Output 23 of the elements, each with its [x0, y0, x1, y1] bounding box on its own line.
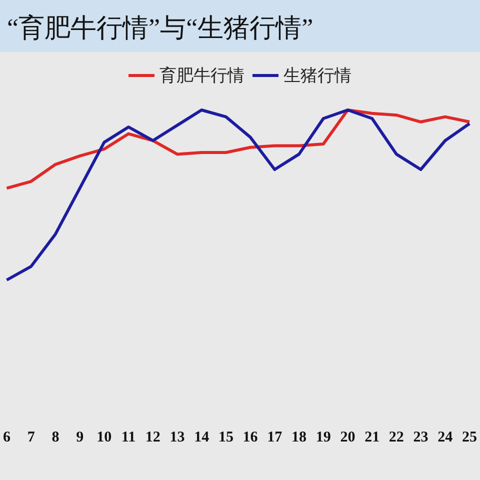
x-tick-label: 13: [170, 430, 185, 446]
x-tick-label: 19: [316, 430, 331, 446]
x-tick-label: 17: [267, 430, 283, 446]
x-tick-label: 7: [27, 430, 36, 446]
legend-label: 生猪行情: [284, 66, 352, 85]
x-tick-label: 16: [242, 430, 258, 446]
x-tick-label: 22: [388, 430, 404, 446]
chart-title: “育肥牛行情”与“生猪行情”: [7, 14, 314, 42]
x-tick-label: 18: [292, 430, 307, 446]
x-tick-label: 20: [340, 430, 356, 446]
x-tick-label: 15: [218, 430, 234, 446]
legend-label: 育肥牛行情: [160, 66, 244, 85]
x-tick-label: 12: [145, 430, 160, 446]
x-tick-label: 21: [364, 430, 380, 446]
x-tick-label: 10: [96, 430, 112, 446]
x-tick-label: 25: [462, 430, 477, 446]
x-tick-label: 6: [3, 430, 11, 446]
x-tick-label: 9: [76, 430, 84, 446]
x-tick-label: 14: [194, 430, 210, 446]
x-tick-label: 8: [52, 430, 60, 446]
x-tick-label: 23: [413, 430, 428, 446]
x-tick-label: 11: [121, 430, 136, 446]
x-tick-label: 24: [438, 430, 454, 446]
